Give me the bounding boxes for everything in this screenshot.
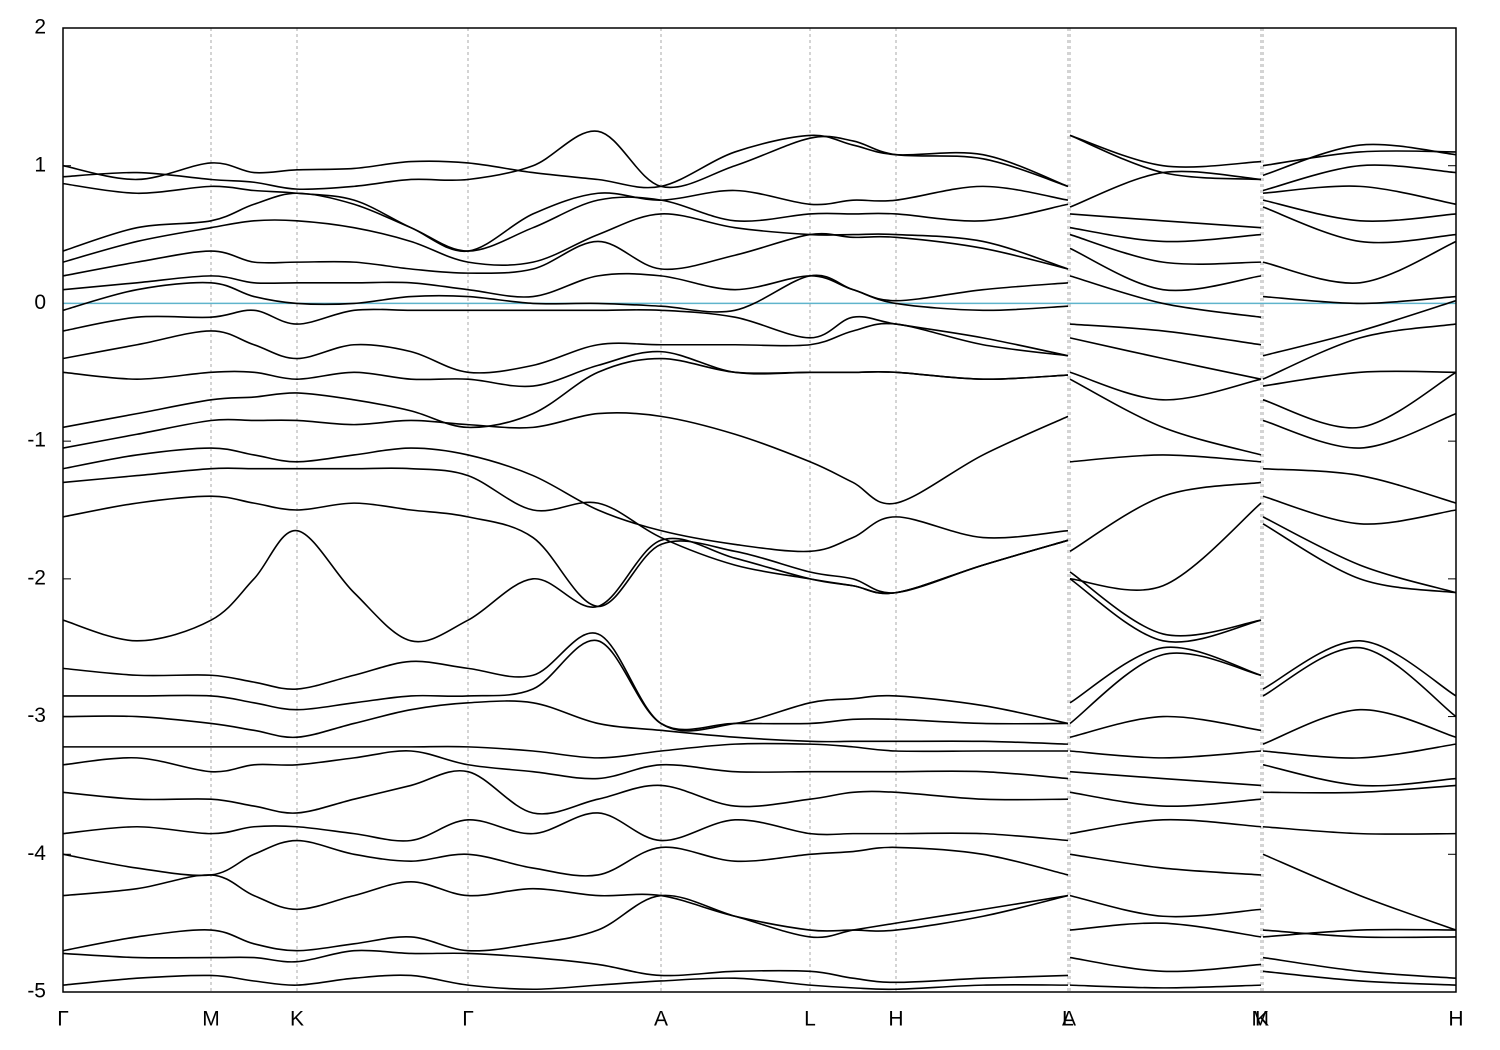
band bbox=[63, 240, 1456, 302]
x-tick-label: Γ bbox=[462, 1008, 474, 1031]
band bbox=[63, 299, 1456, 357]
y-tick-label: -2 bbox=[27, 566, 46, 589]
band bbox=[63, 700, 1456, 745]
band bbox=[63, 274, 1456, 318]
band bbox=[63, 523, 1456, 643]
band bbox=[63, 949, 1456, 984]
bands bbox=[63, 130, 1456, 991]
x-tick-label: K bbox=[290, 1008, 304, 1031]
band bbox=[63, 874, 1456, 939]
band bbox=[63, 495, 1456, 637]
band bbox=[63, 199, 1456, 270]
band bbox=[63, 970, 1456, 991]
y-tick-label: 1 bbox=[34, 153, 46, 176]
x-tick-label: A bbox=[1062, 1008, 1076, 1031]
band bbox=[63, 839, 1456, 931]
band bbox=[63, 164, 1456, 252]
y-tick-label: -1 bbox=[27, 429, 46, 452]
band bbox=[63, 750, 1456, 787]
x-tick-label: K bbox=[1255, 1008, 1269, 1031]
band bbox=[63, 447, 1456, 553]
band bbox=[63, 130, 1456, 191]
x-tick-label: M bbox=[202, 1008, 220, 1031]
x-tick-label: Γ bbox=[57, 1008, 69, 1031]
band bbox=[63, 894, 1456, 952]
band bbox=[63, 411, 1456, 505]
band bbox=[63, 639, 1456, 731]
band bbox=[63, 467, 1456, 595]
band bbox=[63, 185, 1456, 252]
band bbox=[63, 357, 1456, 456]
band bbox=[63, 206, 1456, 277]
band bbox=[63, 812, 1456, 842]
x-tick-label: H bbox=[888, 1008, 903, 1031]
x-tick-label: M bbox=[1252, 1008, 1270, 1031]
band bbox=[63, 742, 1456, 759]
y-tick-label: -5 bbox=[27, 980, 46, 1003]
plot-frame bbox=[62, 27, 1457, 993]
y-tick-label: -3 bbox=[27, 704, 46, 727]
band bbox=[63, 322, 1456, 380]
y-tick-label: 2 bbox=[34, 16, 46, 39]
x-tick-label: L bbox=[804, 1008, 816, 1031]
band bbox=[63, 769, 1456, 815]
x-tick-label: H bbox=[1448, 1008, 1463, 1031]
y-tick-label: 0 bbox=[34, 291, 46, 314]
x-tick-label: L bbox=[1062, 1008, 1074, 1031]
x-tick-label: A bbox=[654, 1008, 668, 1031]
band bbox=[63, 632, 1456, 732]
y-tick-label: -4 bbox=[27, 842, 46, 865]
